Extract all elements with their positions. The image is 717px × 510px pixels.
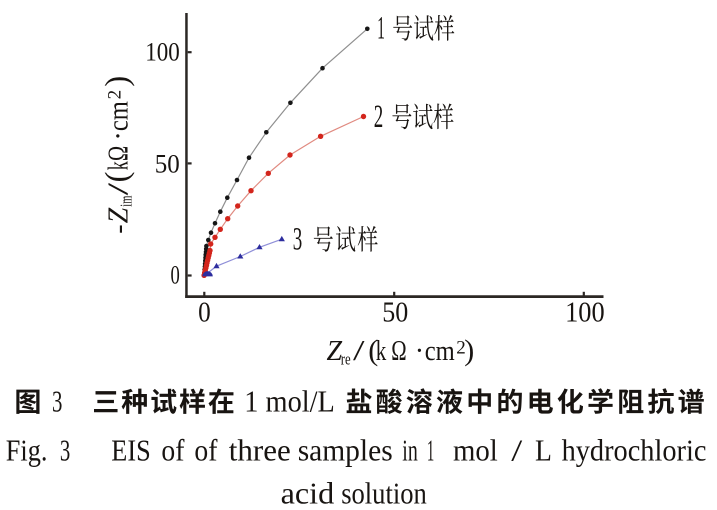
svg-text:in: in [402, 433, 418, 468]
svg-text:solution: solution [341, 476, 427, 510]
svg-text:/: / [511, 433, 522, 468]
svg-text:of: of [161, 433, 185, 468]
svg-text:Ω: Ω [104, 146, 135, 161]
svg-text:(: ( [368, 334, 378, 367]
svg-text:cm: cm [104, 101, 135, 131]
svg-text:100: 100 [145, 38, 180, 67]
svg-text:-: - [104, 224, 135, 233]
svg-text:samples: samples [298, 433, 393, 468]
svg-text:hydrochloric: hydrochloric [562, 433, 707, 468]
svg-text:1 mol/L: 1 mol/L [244, 384, 334, 419]
svg-text:/: / [353, 336, 365, 367]
svg-text:0: 0 [171, 260, 180, 289]
svg-text:Ω: Ω [391, 336, 406, 367]
svg-text:3: 3 [52, 384, 62, 419]
svg-text:three: three [229, 433, 291, 468]
svg-text:): ) [464, 334, 474, 367]
svg-text:3: 3 [60, 433, 70, 468]
svg-text:mol: mol [453, 433, 498, 468]
svg-text:Z: Z [104, 207, 135, 223]
svg-text:L: L [535, 433, 552, 468]
svg-text:cm: cm [425, 336, 455, 367]
svg-text:50: 50 [155, 150, 180, 179]
svg-text:100: 100 [565, 297, 605, 329]
svg-text:50: 50 [382, 297, 408, 329]
svg-text:k: k [376, 336, 387, 367]
svg-text:EIS: EIS [111, 433, 150, 468]
svg-text:2: 2 [105, 90, 126, 100]
svg-text:·: · [104, 131, 135, 140]
svg-text:acid: acid [281, 476, 335, 510]
svg-text:k: k [104, 161, 135, 170]
svg-text:1: 1 [377, 11, 385, 47]
svg-text:im: im [117, 196, 136, 207]
svg-text:1: 1 [427, 433, 434, 468]
svg-text:Z: Z [327, 336, 343, 367]
svg-text:0: 0 [198, 297, 211, 329]
svg-text:·: · [415, 336, 424, 367]
svg-text:re: re [341, 349, 351, 368]
svg-text:Fig.: Fig. [6, 433, 48, 468]
svg-text:): ) [100, 76, 136, 87]
svg-text:2: 2 [456, 337, 466, 358]
svg-text:/: / [104, 183, 135, 196]
svg-text:of: of [194, 433, 218, 468]
svg-text:2: 2 [374, 99, 384, 135]
svg-text:(: ( [100, 172, 136, 183]
svg-text:3: 3 [293, 222, 303, 258]
